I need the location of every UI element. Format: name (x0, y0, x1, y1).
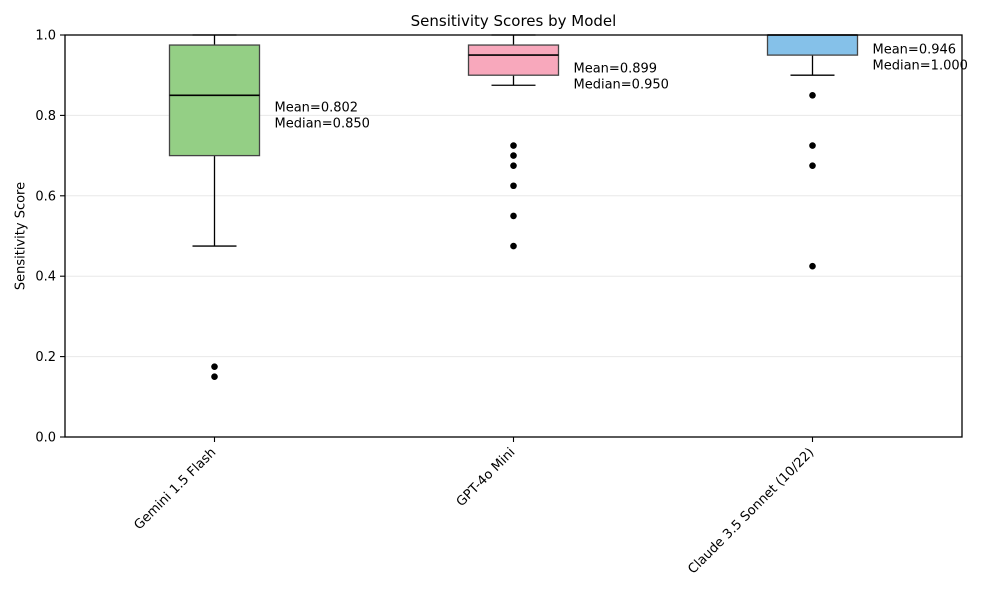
y-tick-label: 0.0 (35, 431, 56, 446)
outlier-point-gpt-4o-mini (510, 162, 517, 169)
annotation-line-gpt-4o-mini: Median=0.950 (574, 78, 669, 93)
outlier-point-gemini-1-5-flash (211, 363, 218, 370)
outlier-point-claude-3-5-sonnet-10-22 (809, 92, 816, 99)
annotation-line-gemini-1-5-flash: Mean=0.802 (275, 101, 359, 116)
outlier-point-claude-3-5-sonnet-10-22 (809, 142, 816, 149)
y-tick-label: 0.8 (35, 109, 56, 124)
y-tick-label: 1.0 (35, 29, 56, 44)
outlier-point-gpt-4o-mini (510, 242, 517, 250)
annotation-line-claude-3-5-sonnet-10-22: Mean=0.946 (873, 43, 957, 58)
box-gemini-1-5-flash (168, 44, 261, 157)
outlier-point-gpt-4o-mini (510, 182, 517, 190)
y-tick-label: 0.4 (35, 270, 56, 285)
x-tick-label-gpt-4o-mini: GPT-4o Mini (454, 445, 519, 510)
outlier-point-gpt-4o-mini (510, 152, 517, 159)
box-claude-3-5-sonnet-10-22 (766, 34, 859, 56)
y-tick-label: 0.2 (35, 350, 56, 365)
outlier-point-claude-3-5-sonnet-10-22 (809, 262, 816, 270)
x-tick-label-gemini-1-5-flash: Gemini 1.5 Flash (131, 445, 219, 533)
annotation-line-claude-3-5-sonnet-10-22: Median=1.000 (873, 59, 968, 74)
x-tick-label-claude-3-5-sonnet-10-22: Claude 3.5 Sonnet (10/22) (685, 445, 817, 577)
outlier-point-claude-3-5-sonnet-10-22 (809, 162, 816, 169)
annotation-line-gemini-1-5-flash: Median=0.850 (275, 117, 370, 132)
outlier-point-gemini-1-5-flash (211, 373, 218, 381)
chart-title: Sensitivity Scores by Model (410, 12, 617, 30)
box-gpt-4o-mini (467, 44, 560, 76)
outlier-point-gpt-4o-mini (510, 212, 517, 220)
annotation-line-gpt-4o-mini: Mean=0.899 (574, 62, 658, 77)
y-tick-label: 0.6 (35, 189, 56, 204)
outlier-point-gpt-4o-mini (510, 142, 517, 149)
